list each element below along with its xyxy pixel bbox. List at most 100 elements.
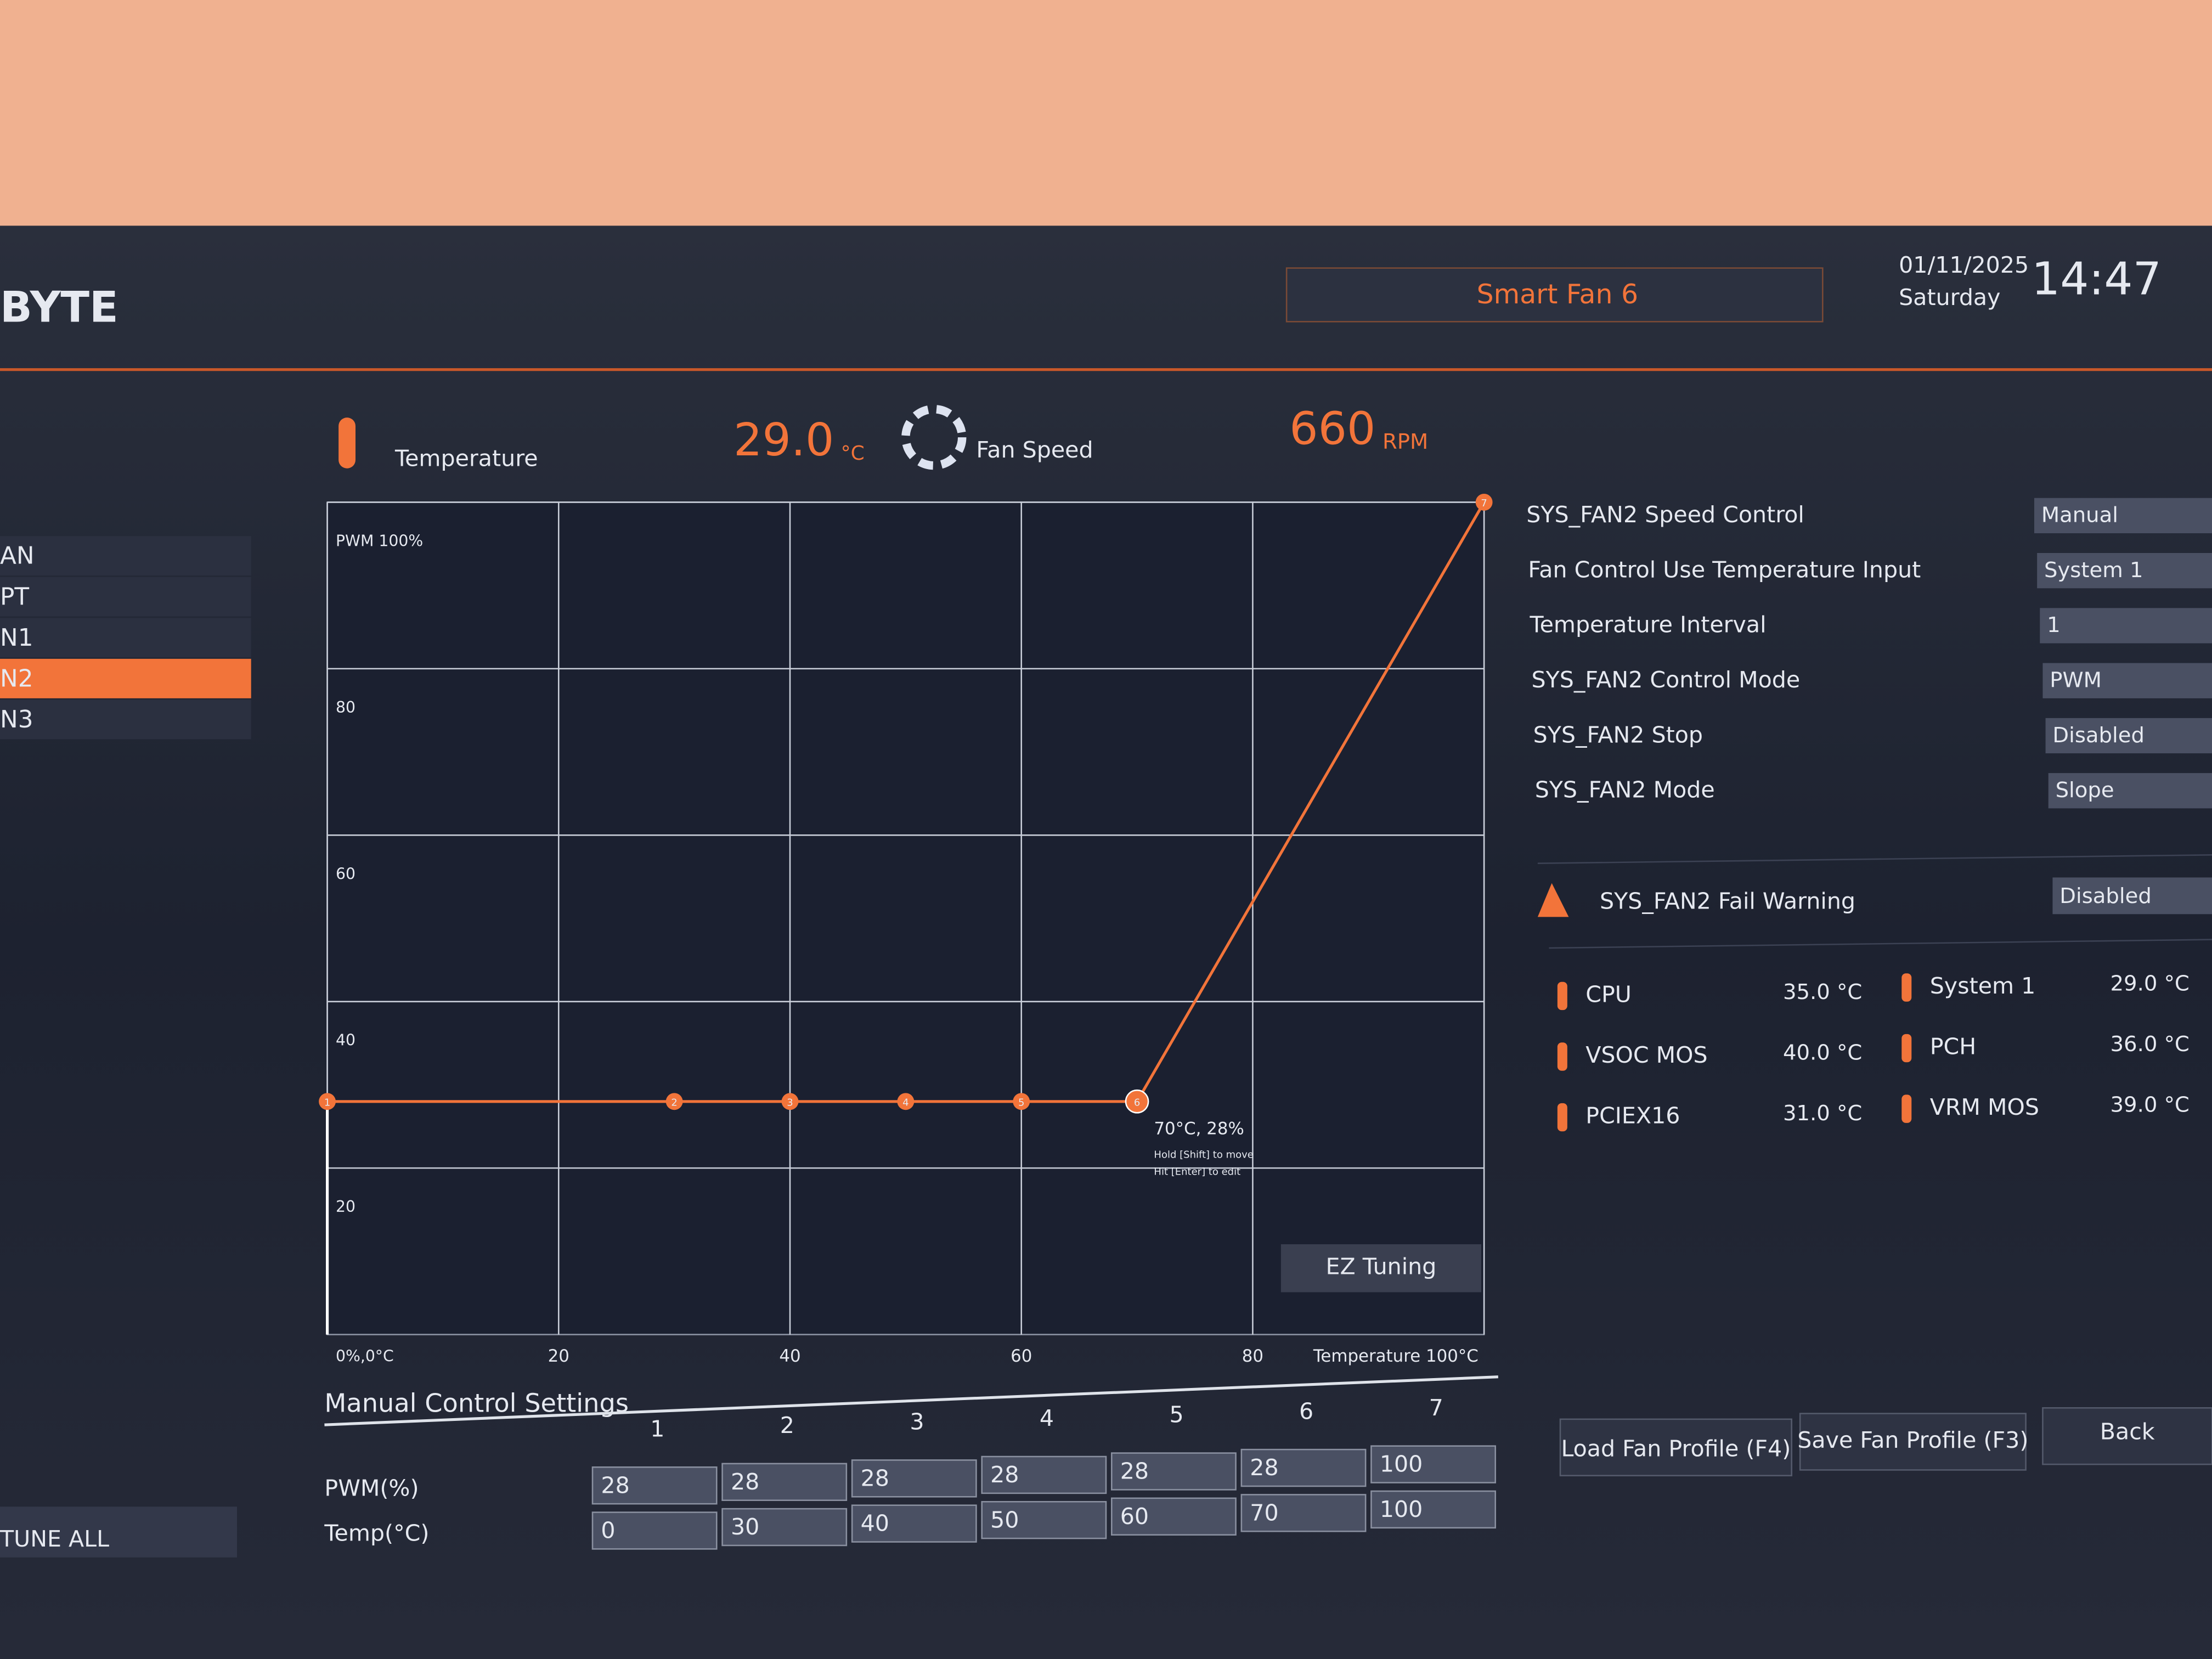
- temperature-unit: °C: [841, 442, 865, 465]
- sensor-name: VRM MOS: [1930, 1094, 2039, 1120]
- setting-value: 1: [2047, 613, 2061, 637]
- table-cell-value: 100: [1380, 1496, 1423, 1522]
- table-cell-value: 28: [601, 1472, 629, 1498]
- table-cell[interactable]: [851, 1459, 977, 1498]
- fan-speed-value: 660: [1289, 403, 1375, 455]
- footer-button-label: Load Fan Profile (F4): [1561, 1435, 1791, 1462]
- menu-item-label: N2: [0, 664, 33, 692]
- curve-point[interactable]: [319, 1093, 336, 1110]
- setting-dropdown[interactable]: [2040, 608, 2212, 644]
- title-tab: [1285, 267, 1824, 323]
- table-cell-value: 28: [1250, 1454, 1278, 1481]
- table-cell-value: 70: [1250, 1499, 1278, 1526]
- table-cell[interactable]: [721, 1508, 848, 1547]
- sensor-value: 40.0 °C: [1783, 1040, 1862, 1065]
- setting-value: Disabled: [2052, 723, 2145, 748]
- table-cell[interactable]: [1111, 1497, 1237, 1536]
- setting-value: Manual: [2041, 503, 2118, 528]
- menu-item-label: AN: [0, 542, 35, 570]
- curve-point[interactable]: [1013, 1093, 1030, 1110]
- plot-area: [326, 501, 1485, 1335]
- thermometer-icon: [338, 417, 356, 469]
- table-cell[interactable]: [1370, 1490, 1497, 1529]
- sensor-value: 31.0 °C: [1783, 1101, 1862, 1126]
- table-cell[interactable]: [591, 1466, 718, 1505]
- setting-value: System 1: [2044, 558, 2143, 583]
- setting-dropdown[interactable]: [2034, 498, 2212, 533]
- manual-title: Manual Control Settings: [324, 1389, 629, 1418]
- curve-point-number: 7: [1481, 498, 1487, 509]
- table-cell[interactable]: [981, 1455, 1107, 1494]
- setting-dropdown[interactable]: [2037, 553, 2212, 589]
- y-tick-label: 40: [336, 1031, 356, 1049]
- table-cell[interactable]: [1240, 1448, 1367, 1487]
- table-cell-value: 60: [1120, 1503, 1149, 1530]
- footer-button-label: Back: [2100, 1419, 2155, 1445]
- curve-point[interactable]: [897, 1093, 915, 1110]
- y-tick-label: 80: [336, 698, 356, 716]
- table-cell[interactable]: [851, 1504, 977, 1543]
- setting-label: SYS_FAN2 Control Mode: [1532, 667, 1801, 693]
- table-cell-value: 30: [731, 1514, 759, 1540]
- curve-point-number: 4: [902, 1097, 909, 1108]
- x-tick-label: Temperature 100°C: [1313, 1346, 1479, 1366]
- temperature-label: Temperature: [394, 445, 538, 471]
- ez-tuning-button[interactable]: [1280, 1244, 1481, 1293]
- setting-dropdown[interactable]: [2042, 663, 2212, 698]
- ez-tuning-label: EZ Tuning: [1326, 1254, 1437, 1280]
- fan-speed-unit: RPM: [1383, 430, 1428, 454]
- footer-button[interactable]: [1799, 1413, 2027, 1471]
- table-cell[interactable]: [591, 1511, 718, 1550]
- column-header: 6: [1299, 1398, 1313, 1424]
- table-cell[interactable]: [721, 1463, 848, 1502]
- sensor-name: PCH: [1930, 1034, 1976, 1060]
- table-cell-value: 50: [990, 1506, 1019, 1533]
- setting-dropdown[interactable]: [2045, 718, 2212, 754]
- x-tick-label: 80: [1242, 1346, 1263, 1366]
- menu-item[interactable]: [0, 536, 251, 576]
- tune-all-button[interactable]: [0, 1506, 237, 1558]
- menu-item-label: PT: [0, 583, 29, 611]
- curve-point[interactable]: [1125, 1089, 1149, 1114]
- column-header: 3: [910, 1409, 924, 1435]
- setting-dropdown[interactable]: [2048, 773, 2212, 809]
- tune-all-label: TUNE ALL: [0, 1526, 109, 1552]
- x-tick-label: 40: [779, 1346, 800, 1366]
- curve-point-number: 1: [324, 1097, 330, 1108]
- sensor-icon: [1901, 1034, 1912, 1063]
- menu-item[interactable]: [0, 577, 251, 617]
- table-cell-value: 40: [861, 1510, 889, 1537]
- table-cell-value: 100: [1380, 1451, 1423, 1477]
- footer-button[interactable]: [2042, 1407, 2212, 1465]
- warning-dropdown[interactable]: [2052, 877, 2212, 915]
- menu-item[interactable]: [0, 699, 251, 740]
- table-cell[interactable]: [1111, 1452, 1237, 1491]
- column-header: 5: [1169, 1402, 1183, 1428]
- sensor-value: 35.0 °C: [1783, 980, 1862, 1005]
- tooltip-value: 70°C, 28%: [1154, 1119, 1244, 1139]
- column-header: 1: [650, 1415, 664, 1442]
- tooltip-hint: Hold [Shift] to move: [1154, 1149, 1253, 1160]
- table-cell[interactable]: [1240, 1494, 1367, 1532]
- footer-button[interactable]: [1559, 1418, 1793, 1477]
- curve-point[interactable]: [781, 1093, 799, 1110]
- curve-point[interactable]: [1475, 494, 1493, 511]
- manual-rule: [324, 1375, 1498, 1426]
- curve-point[interactable]: [665, 1093, 683, 1110]
- x-tick-label: 0%,0°C: [336, 1347, 394, 1365]
- setting-label: SYS_FAN2 Stop: [1533, 721, 1703, 748]
- weekday: Saturday: [1899, 284, 2000, 311]
- menu-item-label: N3: [0, 706, 33, 733]
- date: 01/11/2025: [1899, 252, 2029, 278]
- curve-point-number: 2: [671, 1097, 677, 1108]
- menu-item[interactable]: [0, 658, 251, 698]
- sensor-value: 36.0 °C: [2111, 1032, 2190, 1057]
- footer-button-label: Save Fan Profile (F3): [1797, 1427, 2028, 1453]
- table-cell[interactable]: [1370, 1445, 1497, 1483]
- table-cell[interactable]: [981, 1501, 1107, 1539]
- fan-icon: [901, 405, 967, 470]
- menu-item[interactable]: [0, 618, 251, 658]
- sensor-icon: [1557, 1103, 1567, 1132]
- setting-label: Fan Control Use Temperature Input: [1528, 556, 1921, 583]
